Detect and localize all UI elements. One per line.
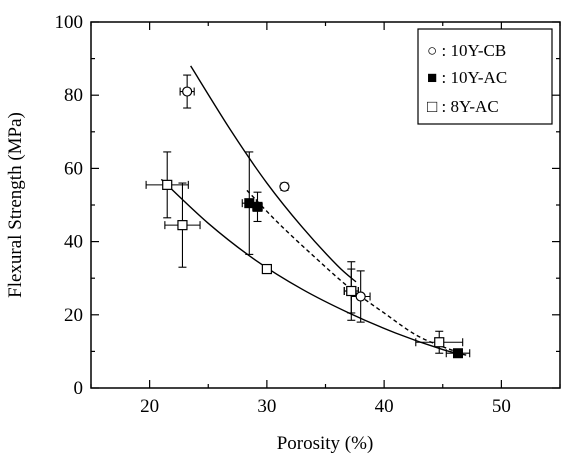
y-tick-label: 40 xyxy=(64,232,83,253)
x-axis-label: Porosity (%) xyxy=(277,433,374,454)
point-8y-ac xyxy=(177,220,188,231)
point-8y-ac xyxy=(346,285,357,297)
y-tick-label: 80 xyxy=(64,85,83,106)
legend-item-10y-ac: ■ : 10Y-AC xyxy=(427,68,507,87)
point-10y-cb xyxy=(355,291,366,302)
fit-curve-10y-cb xyxy=(190,65,357,283)
x-tick-label: 40 xyxy=(375,396,394,417)
y-tick-label: 20 xyxy=(64,305,83,326)
x-tick-label: 20 xyxy=(140,396,159,417)
y-tick-label: 60 xyxy=(64,158,83,179)
y-tick-label: 100 xyxy=(55,12,84,33)
legend-item-10y-cb: ○ : 10Y-CB xyxy=(427,41,506,60)
y-axis-label: Flexural Strength (MPa) xyxy=(5,112,26,298)
fit-curve-10y-ac xyxy=(246,189,461,354)
point-8y-ac xyxy=(261,263,272,275)
point-10y-ac xyxy=(244,198,255,209)
point-8y-ac xyxy=(434,337,445,348)
data-points xyxy=(162,86,463,359)
point-10y-ac xyxy=(452,348,463,359)
y-tick-label: 0 xyxy=(74,378,84,399)
point-10y-ac xyxy=(252,201,263,212)
legend: ○ : 10Y-CB ■ : 10Y-AC □ : 8Y-AC xyxy=(417,28,553,125)
point-8y-ac xyxy=(162,179,173,190)
x-tick-label: 50 xyxy=(492,396,511,417)
x-tick-label: 30 xyxy=(257,396,276,417)
legend-box xyxy=(417,28,553,125)
fit-curve-8y-ac xyxy=(160,178,467,356)
legend-item-8y-ac: □ : 8Y-AC xyxy=(427,97,499,116)
point-10y-cb xyxy=(279,181,290,192)
point-10y-cb xyxy=(182,86,193,97)
axis-ticks xyxy=(90,21,561,389)
tick-labels: 20 30 40 50 0 20 40 60 80 100 xyxy=(55,12,511,417)
